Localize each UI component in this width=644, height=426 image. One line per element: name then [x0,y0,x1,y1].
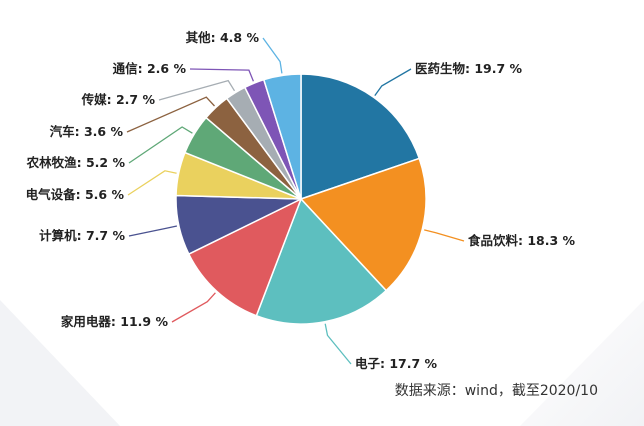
slice-1-label: 医药生物: 19.7 % [415,61,523,76]
slice-7-leader-line [128,126,193,164]
slice-7-label: 农林牧渔: 5.2 % [26,155,126,170]
leader-lines [126,37,465,365]
slice-3 [255,197,388,325]
slice-4 [187,197,303,317]
slice-11-leader-line [262,37,283,74]
slice-3-leader-line [324,323,352,365]
source-note: 数据来源：wind，截至2020/10 [395,383,598,399]
slice-9-label: 传媒: 2.7 % [81,92,156,107]
slice-5-leader-line [128,225,178,237]
pie-slices [175,73,427,325]
slice-8-leader-line [126,96,215,133]
slice-8-label: 汽车: 3.6 % [50,124,124,139]
slice-4-label: 家用电器: 11.9 % [61,314,169,329]
background-decor-right [520,300,644,426]
slice-11-label: 其他: 4.8 % [186,30,260,45]
slice-10-label: 通信: 2.6 % [113,61,187,76]
slice-9-leader-line [158,79,236,101]
slice-3-label: 电子: 17.7 % [355,356,438,371]
slice-2-leader-line [424,229,465,242]
slice-10-leader-line [189,68,255,82]
slice-11 [262,73,302,200]
slice-2-label: 食品饮料: 18.3 % [467,233,576,248]
slice-6-leader-line [127,170,177,196]
slice-labels: 医药生物: 19.7 % 食品饮料: 18.3 % 电子: 17.7 % 家用电器: … [26,30,576,371]
slice-1-leader-line [374,68,412,96]
slice-5-label: 计算机: 7.7 % [39,228,125,243]
slice-2 [299,157,427,292]
slice-1 [300,73,421,201]
slice-4-leader-line [171,292,216,323]
background-decor-left [0,300,120,426]
slice-6-label: 电气设备: 5.6 % [26,187,125,202]
